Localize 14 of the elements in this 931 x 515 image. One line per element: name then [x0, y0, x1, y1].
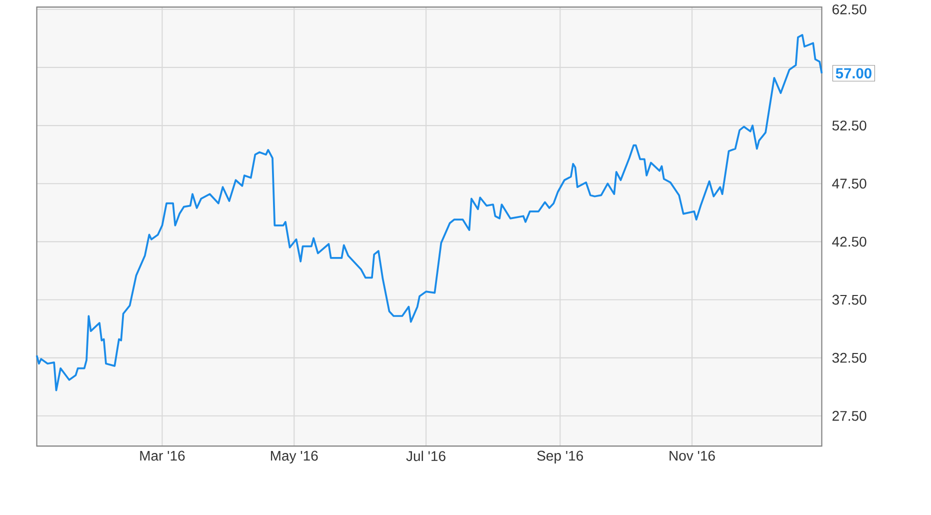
x-tick-label: May '16 [270, 450, 318, 464]
x-tick-label: Sep '16 [537, 450, 583, 464]
y-tick-label: 62.50 [832, 4, 866, 15]
x-tick-label: Jul '16 [406, 450, 446, 462]
annotation: 57.00 [836, 68, 872, 79]
y-tick-label: 27.50 [832, 411, 866, 422]
y-tick-label: 32.50 [832, 353, 866, 363]
x-tick-label: Nov '16 [670, 450, 715, 461]
y-tick-label: 47.50 [832, 178, 866, 189]
line-series [36, 34, 823, 392]
x-tick-label: Mar '16 [140, 450, 185, 461]
y-tick-label: 42.50 [832, 236, 866, 247]
y-tick-label: 37.50 [832, 295, 866, 305]
y-tick-label: 52.50 [832, 120, 866, 131]
